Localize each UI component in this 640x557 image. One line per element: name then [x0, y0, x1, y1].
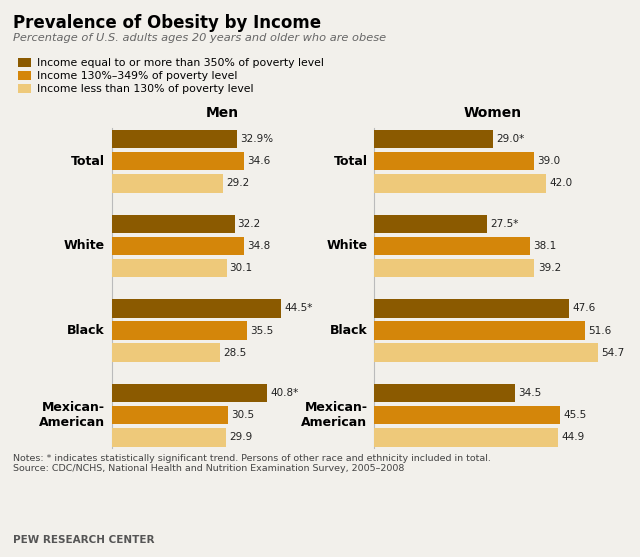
Text: PEW RESEARCH CENTER: PEW RESEARCH CENTER — [13, 535, 154, 545]
Bar — [374, 237, 530, 255]
Text: 42.0: 42.0 — [549, 178, 572, 188]
Bar — [374, 214, 486, 233]
Bar — [374, 152, 534, 170]
Text: 28.5: 28.5 — [223, 348, 247, 358]
Text: 40.8*: 40.8* — [270, 388, 299, 398]
Text: 29.9: 29.9 — [229, 432, 252, 442]
Bar — [112, 259, 227, 277]
Text: 45.5: 45.5 — [563, 411, 587, 420]
Bar — [112, 406, 228, 424]
Bar — [112, 237, 244, 255]
Text: Notes: * indicates statistically significant trend. Persons of other race and et: Notes: * indicates statistically signifi… — [13, 454, 491, 473]
Title: Women: Women — [464, 106, 522, 120]
Bar — [112, 130, 237, 148]
Bar — [374, 174, 546, 193]
Text: 34.6: 34.6 — [247, 157, 270, 166]
Text: 38.1: 38.1 — [533, 241, 556, 251]
Text: 44.9: 44.9 — [561, 432, 584, 442]
Bar — [112, 321, 247, 340]
Title: Men: Men — [206, 106, 239, 120]
Bar — [112, 174, 223, 193]
Bar — [374, 344, 598, 362]
Text: 30.5: 30.5 — [231, 411, 254, 420]
Text: 39.2: 39.2 — [538, 263, 561, 273]
Bar — [374, 259, 534, 277]
Bar — [112, 344, 221, 362]
Text: 54.7: 54.7 — [601, 348, 624, 358]
Bar — [374, 299, 569, 317]
Text: 47.6: 47.6 — [572, 304, 595, 314]
Legend: Income equal to or more than 350% of poverty level, Income 130%–349% of poverty : Income equal to or more than 350% of pov… — [18, 58, 323, 94]
Text: 39.0: 39.0 — [537, 157, 560, 166]
Text: 29.2: 29.2 — [226, 178, 250, 188]
Text: 51.6: 51.6 — [588, 326, 612, 335]
Bar — [112, 428, 226, 447]
Bar — [374, 384, 515, 402]
Bar — [112, 152, 244, 170]
Text: 34.5: 34.5 — [518, 388, 542, 398]
Text: 44.5*: 44.5* — [284, 304, 313, 314]
Text: 30.1: 30.1 — [230, 263, 253, 273]
Text: 29.0*: 29.0* — [496, 134, 524, 144]
Text: 35.5: 35.5 — [250, 326, 273, 335]
Text: 32.9%: 32.9% — [240, 134, 273, 144]
Bar — [112, 214, 235, 233]
Bar — [112, 299, 282, 317]
Text: 32.2: 32.2 — [237, 219, 261, 229]
Text: Percentage of U.S. adults ages 20 years and older who are obese: Percentage of U.S. adults ages 20 years … — [13, 33, 386, 43]
Bar — [374, 321, 585, 340]
Bar — [374, 130, 493, 148]
Bar — [374, 428, 557, 447]
Bar — [374, 406, 560, 424]
Bar — [112, 384, 268, 402]
Text: Prevalence of Obesity by Income: Prevalence of Obesity by Income — [13, 14, 321, 32]
Text: 34.8: 34.8 — [248, 241, 271, 251]
Text: 27.5*: 27.5* — [490, 219, 518, 229]
